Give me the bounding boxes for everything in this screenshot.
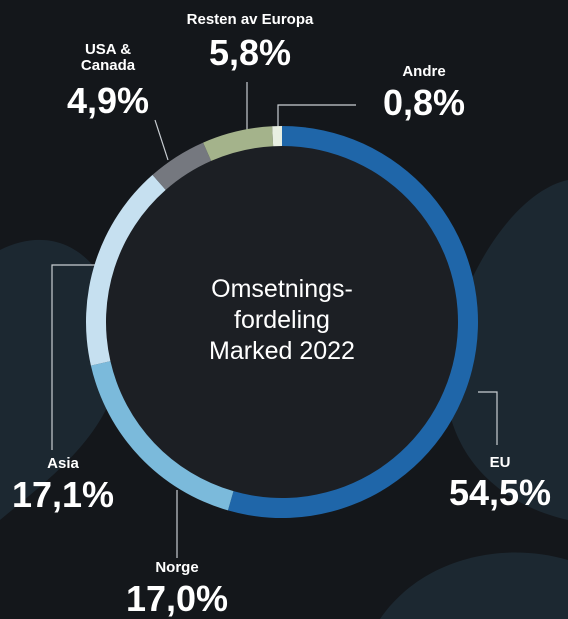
leader-line	[478, 391, 498, 445]
value-label: 17,1%	[11, 474, 115, 515]
bg-shape	[380, 552, 568, 619]
value-label: 4,9%	[66, 80, 150, 121]
leader-lines	[51, 82, 498, 558]
slice	[272, 126, 282, 147]
value-label: 0,8%	[382, 82, 466, 123]
category-label: EU	[489, 454, 511, 471]
slice	[152, 142, 212, 190]
slice	[86, 174, 166, 366]
title-line: Omsetnings-	[211, 275, 353, 303]
value-label: 17,0%	[125, 578, 229, 619]
center-disc	[105, 145, 459, 499]
bg-shape	[445, 180, 568, 520]
title-line: fordeling	[234, 306, 330, 334]
category-label: Andre	[402, 63, 446, 80]
value-label: 5,8%	[208, 32, 292, 73]
leader-line	[277, 104, 356, 128]
slice	[90, 361, 234, 511]
title-line: Marked 2022	[209, 337, 355, 365]
leader-line	[154, 119, 169, 161]
slice	[203, 126, 274, 161]
category-label: Resten av Europa	[186, 11, 314, 28]
category-label: USA & Canada	[80, 41, 136, 74]
value-label: 54,5%	[448, 472, 552, 513]
category-label: Norge	[155, 559, 199, 576]
leader-line	[51, 264, 95, 450]
chart-title: Omsetnings- fordeling Marked 2022	[182, 274, 382, 367]
category-label: Asia	[47, 455, 79, 472]
